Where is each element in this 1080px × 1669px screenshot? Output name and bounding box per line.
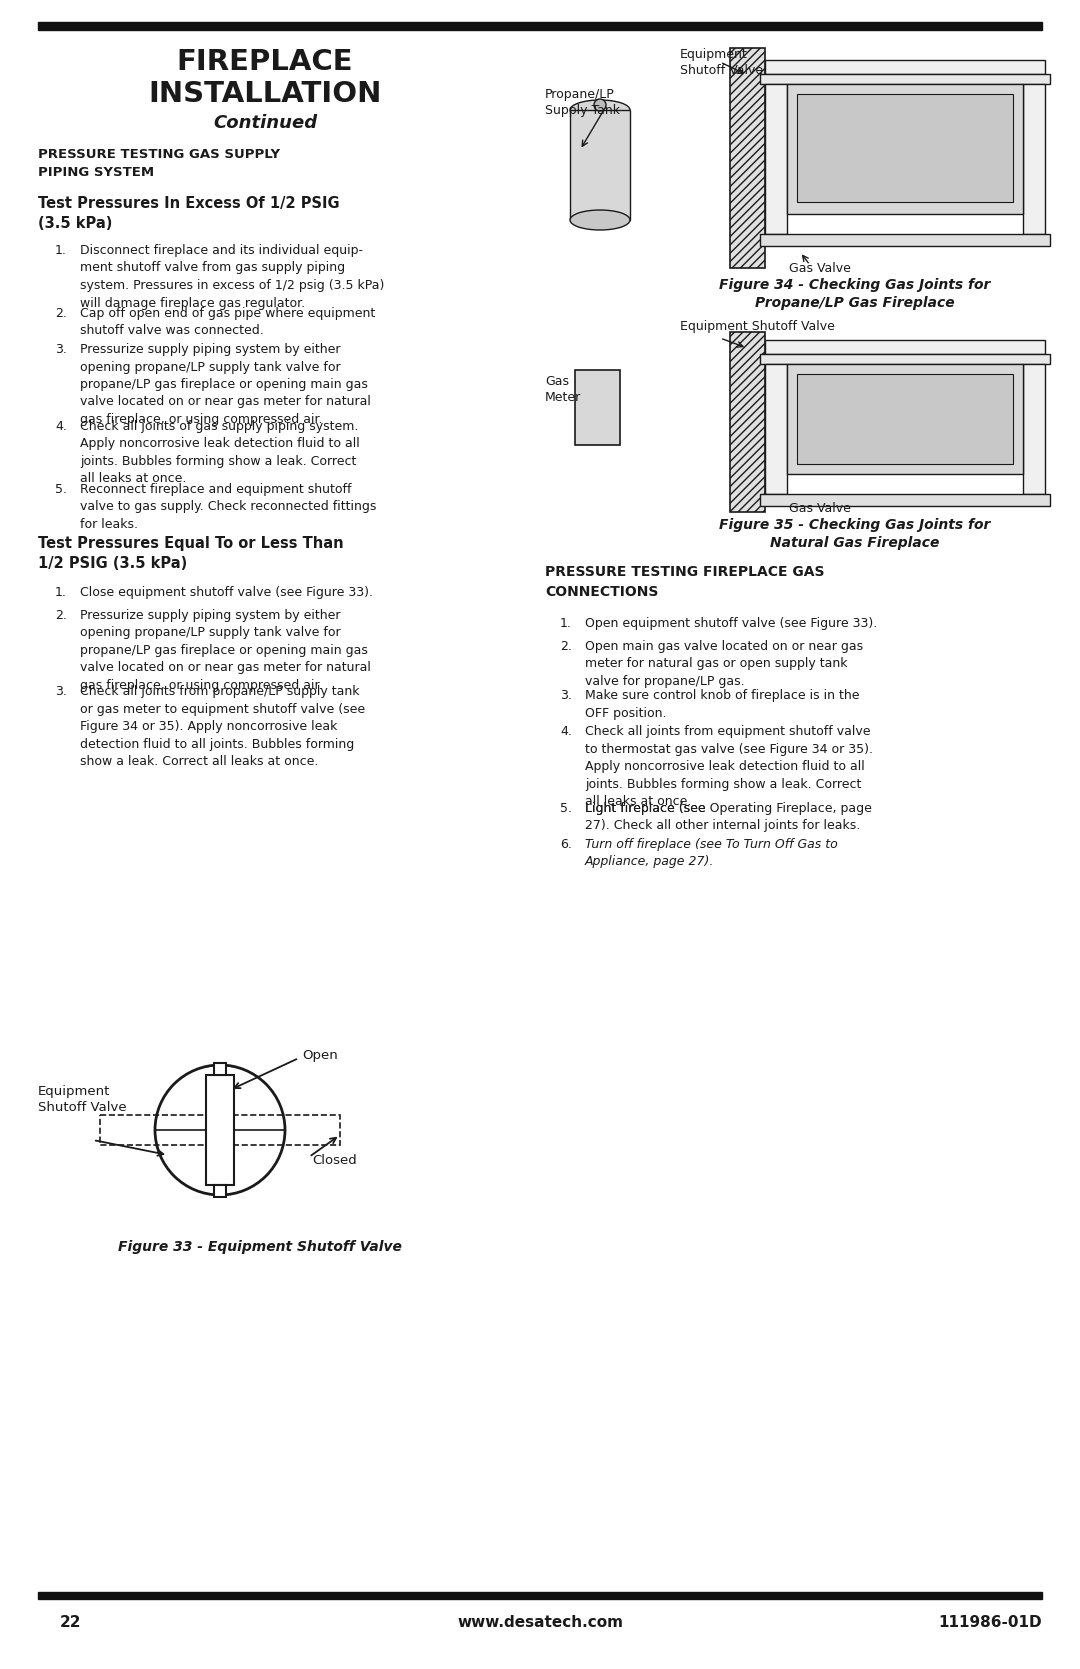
Text: Close equipment shutoff valve (see Figure 33).: Close equipment shutoff valve (see Figur… (80, 586, 373, 599)
Text: 3.: 3. (55, 684, 67, 698)
Text: Continued: Continued (213, 113, 318, 132)
Bar (100, 1115, 340, 1145)
Bar (765, 60, 1045, 73)
Text: 5.: 5. (561, 801, 572, 814)
Text: Test Pressures Equal To or Less Than
1/2 PSIG (3.5 kPa): Test Pressures Equal To or Less Than 1/2… (38, 536, 343, 571)
Text: Test Pressures In Excess Of 1/2 PSIG
(3.5 kPa): Test Pressures In Excess Of 1/2 PSIG (3.… (38, 195, 339, 230)
Bar (206, 1075, 234, 1185)
Bar (797, 374, 1013, 464)
Text: Equipment
Shutoff Valve: Equipment Shutoff Valve (38, 1085, 126, 1113)
Text: Open: Open (302, 1048, 338, 1061)
Text: Equipment Shutoff Valve: Equipment Shutoff Valve (680, 320, 835, 334)
Text: FIREPLACE: FIREPLACE (177, 48, 353, 77)
Bar (765, 364, 787, 494)
Text: Equipment
Shutoff Valve: Equipment Shutoff Valve (680, 48, 764, 77)
Text: Light fireplace (see Operating Fireplace, page
27). Check all other internal joi: Light fireplace (see Operating Fireplace… (585, 801, 872, 833)
Text: Reconnect fireplace and equipment shutoff
valve to gas supply. Check reconnected: Reconnect fireplace and equipment shutof… (80, 482, 376, 531)
Text: Check all joints from equipment shutoff valve
to thermostat gas valve (see Figur: Check all joints from equipment shutoff … (585, 724, 873, 808)
Text: Pressurize supply piping system by either
opening propane/LP supply tank valve f: Pressurize supply piping system by eithe… (80, 609, 370, 691)
Text: 6.: 6. (561, 838, 572, 851)
Bar (214, 1185, 226, 1197)
Text: INSTALLATION: INSTALLATION (148, 80, 381, 108)
Bar (787, 364, 1023, 474)
Text: 22: 22 (60, 1616, 81, 1631)
Text: Check all joints from propane/LP supply tank
or gas meter to equipment shutoff v: Check all joints from propane/LP supply … (80, 684, 365, 768)
Text: 3.: 3. (561, 689, 572, 703)
Bar (760, 73, 1050, 83)
Text: 1.: 1. (55, 586, 67, 599)
Ellipse shape (570, 210, 630, 230)
Text: Turn off fireplace (see To Turn Off Gas to
Appliance, page 27).: Turn off fireplace (see To Turn Off Gas … (585, 838, 838, 868)
Text: Figure 35 - Checking Gas Joints for
Natural Gas Fireplace: Figure 35 - Checking Gas Joints for Natu… (719, 517, 990, 551)
Text: 111986-01D: 111986-01D (939, 1616, 1042, 1631)
Text: 2.: 2. (55, 609, 67, 621)
Text: 4.: 4. (55, 419, 67, 432)
Text: Gas Valve: Gas Valve (789, 262, 851, 275)
Text: 3.: 3. (55, 344, 67, 355)
Text: 5.: 5. (55, 482, 67, 496)
Bar (1023, 83, 1045, 234)
Ellipse shape (570, 100, 630, 120)
Bar (570, 110, 630, 220)
Bar (765, 340, 1045, 354)
Text: Figure 33 - Equipment Shutoff Valve: Figure 33 - Equipment Shutoff Valve (118, 1240, 402, 1253)
Bar (760, 234, 1050, 245)
Text: Pressurize supply piping system by either
opening propane/LP supply tank valve f: Pressurize supply piping system by eithe… (80, 344, 370, 426)
Text: Light fireplace (see: Light fireplace (see (585, 801, 710, 814)
Text: www.desatech.com: www.desatech.com (457, 1616, 623, 1631)
Bar (730, 332, 765, 512)
Bar (575, 371, 620, 446)
Text: 2.: 2. (561, 639, 572, 653)
Text: 4.: 4. (561, 724, 572, 738)
Bar (1023, 364, 1045, 494)
Text: Gas Valve: Gas Valve (789, 502, 851, 516)
Text: Disconnect fireplace and its individual equip-
ment shutoff valve from gas suppl: Disconnect fireplace and its individual … (80, 244, 384, 309)
Text: Gas
Meter: Gas Meter (545, 376, 581, 404)
Text: PRESSURE TESTING FIREPLACE GAS
CONNECTIONS: PRESSURE TESTING FIREPLACE GAS CONNECTIO… (545, 566, 824, 599)
Bar (214, 1063, 226, 1075)
Text: 2.: 2. (55, 307, 67, 320)
Bar (730, 48, 765, 269)
Circle shape (594, 98, 606, 112)
Text: Open main gas valve located on or near gas
meter for natural gas or open supply : Open main gas valve located on or near g… (585, 639, 863, 688)
Bar (760, 494, 1050, 506)
Text: Figure 34 - Checking Gas Joints for
Propane/LP Gas Fireplace: Figure 34 - Checking Gas Joints for Prop… (719, 279, 990, 310)
Text: Propane/LP
Supply Tank: Propane/LP Supply Tank (545, 88, 620, 117)
Bar (760, 354, 1050, 364)
Bar (787, 83, 1023, 214)
Text: Closed: Closed (312, 1153, 356, 1167)
Text: PRESSURE TESTING GAS SUPPLY
PIPING SYSTEM: PRESSURE TESTING GAS SUPPLY PIPING SYSTE… (38, 149, 280, 179)
Text: 1.: 1. (55, 244, 67, 257)
Bar (38, 22, 1042, 30)
Text: Open equipment shutoff valve (see Figure 33).: Open equipment shutoff valve (see Figure… (585, 618, 877, 629)
Bar (765, 83, 787, 234)
Bar (797, 93, 1013, 202)
Text: 1.: 1. (561, 618, 572, 629)
Text: Check all joints of gas supply piping system.
Apply noncorrosive leak detection : Check all joints of gas supply piping sy… (80, 419, 360, 486)
Text: Cap off open end of gas pipe where equipment
shutoff valve was connected.: Cap off open end of gas pipe where equip… (80, 307, 375, 337)
Text: Make sure control knob of fireplace is in the
OFF position.: Make sure control knob of fireplace is i… (585, 689, 860, 719)
Bar (38, 1592, 1042, 1599)
